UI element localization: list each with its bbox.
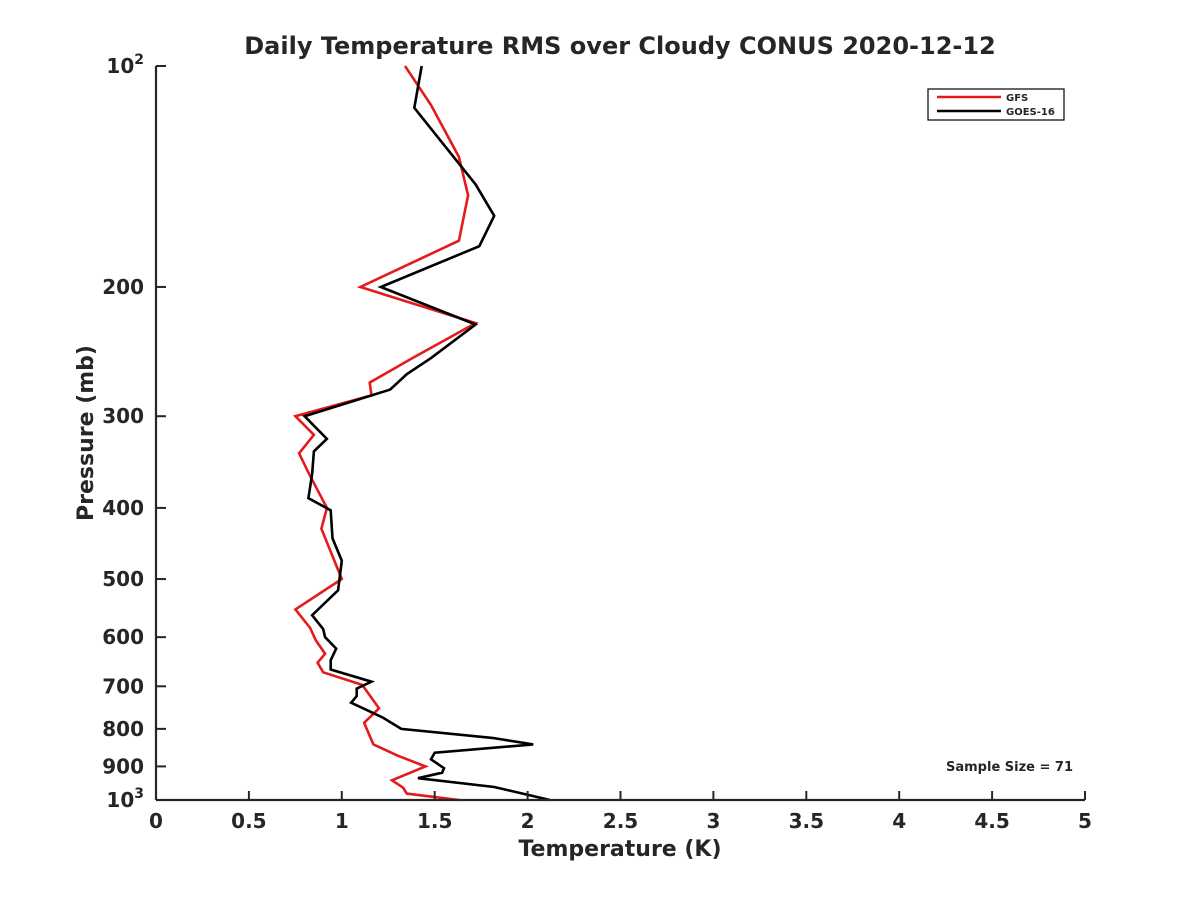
x-tick-label: 3.5 (789, 809, 824, 833)
x-axis-ticks: 0 0.5 1 1.5 2 2.5 3 3.5 4 4.5 5 (149, 791, 1092, 833)
chart-title: Daily Temperature RMS over Cloudy CONUS … (244, 32, 996, 60)
x-tick-label: 5 (1078, 809, 1092, 833)
series-line-goes-16 (302, 65, 551, 802)
legend-label-goes-16: GOES-16 (1006, 107, 1055, 118)
y-tick-label: 700 (102, 674, 144, 698)
y-tick-label: 800 (102, 717, 144, 741)
series-line-gfs (292, 65, 479, 802)
x-tick-label: 4.5 (974, 809, 1009, 833)
y-tick-label: 103 (106, 786, 144, 812)
x-tick-label: 1 (335, 809, 349, 833)
sample-size-annotation: Sample Size = 71 (946, 760, 1073, 775)
x-tick-label: 2 (521, 809, 535, 833)
legend-label-gfs: GFS (1006, 93, 1028, 104)
y-tick-label: 300 (102, 404, 144, 428)
x-tick-label: 2.5 (603, 809, 638, 833)
x-tick-label: 0 (149, 809, 163, 833)
y-axis-label: Pressure (mb) (74, 345, 99, 521)
x-tick-label: 0.5 (231, 809, 266, 833)
y-axis-ticks: 102 200 300 400 500 600 700 800 900 103 (102, 52, 166, 812)
legend-box (927, 88, 1065, 121)
plot-lines (292, 65, 551, 802)
y-tick-label: 400 (102, 496, 144, 520)
y-tick-label: 500 (102, 567, 144, 591)
y-tick-label: 600 (102, 625, 144, 649)
x-tick-label: 4 (892, 809, 906, 833)
x-tick-label: 3 (706, 809, 720, 833)
y-tick-label: 200 (102, 275, 144, 299)
y-tick-label: 900 (102, 754, 144, 778)
legend: GFS GOES-16 (927, 88, 1065, 121)
x-axis-label: Temperature (K) (518, 837, 721, 862)
y-tick-label: 102 (106, 52, 144, 78)
x-tick-label: 1.5 (417, 809, 452, 833)
